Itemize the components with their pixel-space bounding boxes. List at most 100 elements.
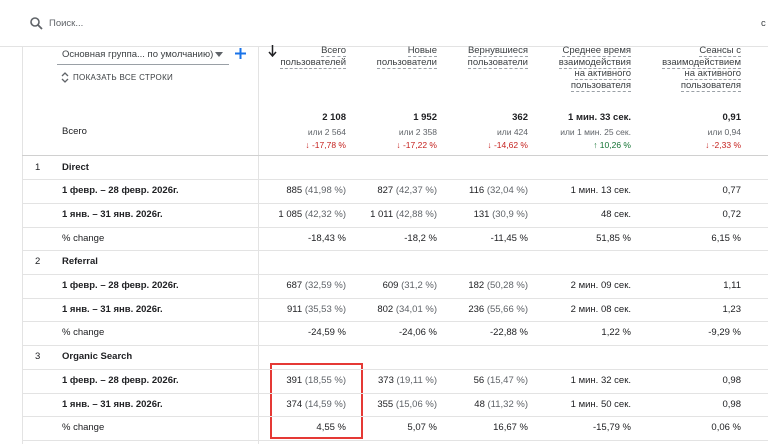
- cell: 802 (34,01 %): [377, 304, 437, 316]
- header-text: Сеансы с: [699, 45, 741, 57]
- header-text: Новые: [407, 45, 437, 57]
- cell-value: -18,43 %: [307, 232, 346, 244]
- cell-value: 1,22 %: [601, 327, 631, 339]
- cell-share: (18,55 %): [304, 374, 346, 386]
- cell-value: 355: [377, 398, 394, 410]
- cell: 609 (31,2 %): [383, 280, 437, 292]
- cell-value: 4,55 %: [316, 422, 346, 434]
- header-text: пользователи: [376, 56, 437, 69]
- row-divider: [22, 202, 768, 204]
- cell-share: (42,37 %): [395, 185, 437, 197]
- column-header[interactable]: Вернувшиеся пользователи: [442, 45, 528, 69]
- cut-button-text[interactable]: с: [761, 18, 766, 29]
- header-line: Среднее время: [534, 45, 631, 57]
- cell: 0,77: [723, 185, 742, 197]
- total-change: ↑ 10,26 %: [593, 140, 631, 150]
- group-name: Referral: [62, 256, 98, 268]
- cell-value: 885: [286, 185, 303, 197]
- cell-share: (11,32 %): [487, 398, 528, 410]
- cell-value: 56: [473, 374, 485, 386]
- column-header[interactable]: Сеансы с взаимодействием на активного польз…: [640, 45, 741, 92]
- total-value: 0,91: [722, 112, 742, 123]
- column-header[interactable]: Новые пользователи: [352, 45, 437, 69]
- header-line: взаимодействием: [640, 56, 741, 69]
- cell-share: (50,28 %): [486, 280, 528, 291]
- group-index: 1: [35, 161, 41, 173]
- header-line: на активного: [534, 68, 631, 80]
- search-bar[interactable]: Поиск... с: [0, 0, 768, 47]
- cell: -24,59 %: [308, 327, 346, 339]
- cell: 1 мин. 13 сек.: [571, 185, 631, 197]
- cell-value: 1 011: [370, 208, 394, 220]
- row-divider: [22, 274, 768, 275]
- cell: 885 (41,98 %): [286, 185, 346, 197]
- row-label: % change: [62, 327, 105, 339]
- group-name: Organic Search: [62, 351, 133, 363]
- cell-value: 6,15 %: [711, 232, 741, 244]
- header-text: Среднее время: [562, 45, 631, 57]
- cell: 51,85 %: [596, 233, 631, 245]
- row-divider: [22, 321, 768, 323]
- row-label: 1 февр. – 28 февр. 2026г.: [62, 374, 179, 386]
- cell-value: 16,67 %: [493, 422, 528, 434]
- cell-value: 802: [377, 303, 394, 315]
- row-label: 1 янв. – 31 янв. 2026г.: [62, 303, 163, 315]
- column-header[interactable]: Среднее время взаимодействия на активного п…: [534, 45, 631, 92]
- header-line: Вернувшиеся: [442, 45, 528, 57]
- cell: 48 сек.: [601, 209, 631, 221]
- cell: 236 (55,66 %): [468, 304, 528, 316]
- cell-value: 0,98: [722, 374, 742, 386]
- cell-value: -15,79 %: [592, 422, 631, 434]
- row-label: % change: [62, 422, 105, 434]
- row-label: 1 февр. – 28 февр. 2026г.: [62, 280, 179, 291]
- total-value: 362: [512, 112, 528, 123]
- cell: 1 мин. 32 сек.: [571, 375, 631, 387]
- search-icon: [30, 17, 43, 30]
- add-dimension[interactable]: [235, 48, 246, 59]
- dimension-selector[interactable]: Основная группа... по умолчанию): [57, 44, 229, 65]
- cell-value: -9,29 %: [708, 327, 741, 339]
- cell-value: 182: [468, 280, 485, 291]
- cell-value: -24,06 %: [398, 327, 437, 339]
- cell-share: (55,66 %): [486, 303, 528, 315]
- header-text: пользователей: [280, 56, 346, 69]
- header-text: Всего: [321, 45, 346, 57]
- cell-value: 1 085: [278, 208, 303, 220]
- cell-share: (34,01 %): [395, 303, 437, 315]
- header-text: Вернувшиеся: [467, 45, 528, 57]
- cell: 391 (18,55 %): [286, 375, 346, 387]
- cell-value: -22,88 %: [489, 327, 528, 339]
- row-divider: [22, 297, 768, 299]
- cell-share: (41,98 %): [304, 185, 346, 197]
- cell-value: 609: [382, 280, 399, 291]
- cell: 1 011 (42,88 %): [370, 209, 437, 221]
- dimension-label: Основная группа... по умолчанию): [62, 49, 214, 60]
- cell: 355 (15,06 %): [377, 399, 437, 411]
- group-index: 3: [35, 351, 41, 363]
- cell-value: 5,07 %: [407, 422, 437, 434]
- row-divider: [22, 250, 768, 252]
- cell: 687 (32,59 %): [286, 280, 346, 292]
- row-divider: [22, 416, 768, 418]
- row-divider: [22, 368, 768, 370]
- cell-share: (15,47 %): [486, 374, 528, 386]
- cell-share: (42,88 %): [395, 208, 437, 220]
- cell-share: (32,04 %): [486, 185, 528, 197]
- header-text: на активного: [574, 68, 631, 80]
- cell: -22,88 %: [490, 327, 528, 339]
- row-divider: [22, 439, 768, 441]
- cell-value: 1 мин. 32 сек.: [570, 374, 631, 386]
- cell-value: 2 мин. 08 сек.: [570, 303, 631, 315]
- row-label: % change: [62, 232, 105, 244]
- cell: 6,15 %: [711, 233, 741, 245]
- show-all-rows[interactable]: ПОКАЗАТЬ ВСЕ СТРОКИ: [73, 73, 174, 82]
- total-change: ↓ -2,33 %: [705, 140, 741, 150]
- header-line: Сеансы с: [640, 45, 741, 57]
- totals-label: Всего: [62, 126, 87, 137]
- column-header[interactable]: Всего пользователей: [258, 45, 346, 69]
- row-label: 1 янв. – 31 янв. 2026г.: [62, 208, 163, 220]
- row-divider: [22, 226, 768, 228]
- highlight-box: [270, 363, 363, 439]
- cell: -18,43 %: [308, 233, 346, 245]
- cell: 373 (19,11 %): [378, 375, 437, 387]
